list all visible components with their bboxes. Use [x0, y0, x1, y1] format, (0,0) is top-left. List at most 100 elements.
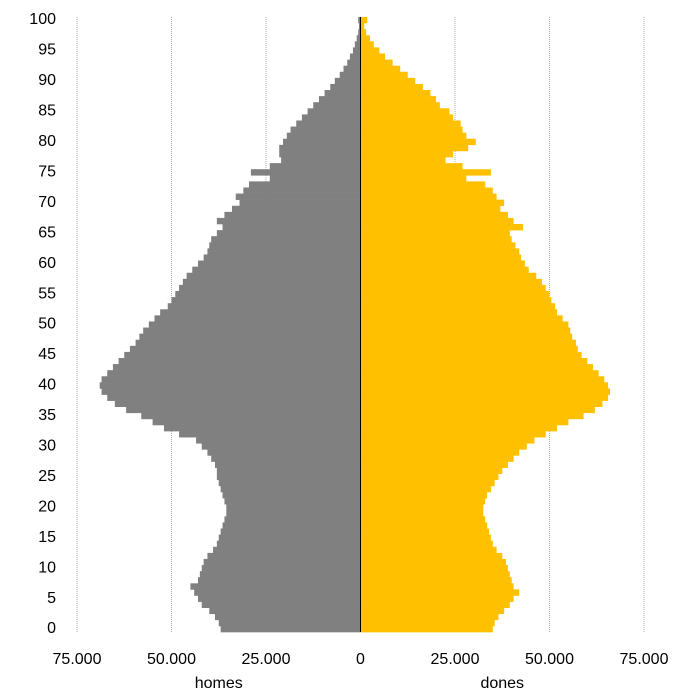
bar [360, 16, 368, 24]
bar [347, 59, 361, 66]
bar [220, 485, 361, 493]
bar [207, 248, 361, 255]
bar [360, 491, 488, 499]
bar [224, 211, 361, 219]
bar [243, 187, 361, 194]
x-tick-label: 50.000 [525, 651, 574, 668]
bar [352, 47, 361, 54]
bar [360, 345, 578, 353]
bar [107, 370, 361, 377]
bar [360, 114, 454, 121]
x-tick-label: 75.000 [620, 651, 669, 668]
y-tick-label: 85 [38, 103, 56, 120]
bar [360, 540, 493, 548]
bar [179, 431, 361, 438]
bar [269, 163, 361, 170]
bar [360, 473, 499, 481]
bar [129, 345, 361, 353]
bar [360, 601, 510, 608]
bar [301, 114, 361, 121]
bar [283, 138, 361, 146]
bar [360, 35, 370, 42]
bar [360, 193, 497, 200]
bar [196, 437, 361, 444]
bar [360, 418, 569, 426]
bar [112, 364, 361, 371]
bar [360, 382, 609, 389]
bar [216, 217, 361, 225]
x-tick-label: 50.000 [147, 651, 196, 668]
bar [222, 522, 361, 529]
bar [360, 309, 558, 316]
bar [218, 534, 361, 541]
bar [190, 583, 361, 590]
bar [360, 455, 514, 462]
y-tick-label: 75 [38, 163, 56, 180]
bar [239, 199, 361, 207]
bar [360, 577, 512, 584]
bar [360, 211, 508, 219]
bar [194, 589, 361, 596]
y-tick-label: 100 [29, 11, 56, 28]
bar [360, 498, 486, 505]
bar [201, 601, 361, 608]
y-tick-label: 20 [38, 498, 56, 515]
y-tick-label: 5 [47, 590, 56, 607]
bar [360, 351, 582, 359]
y-tick-label: 10 [38, 559, 56, 576]
bar [235, 193, 361, 200]
bar [216, 467, 361, 475]
bar [360, 144, 469, 152]
y-tick-label: 55 [38, 285, 56, 302]
bar [114, 400, 361, 408]
bar [360, 376, 605, 383]
bar [330, 83, 361, 91]
bar [360, 71, 408, 79]
bar [360, 552, 503, 560]
bar [360, 248, 520, 255]
bar [360, 370, 599, 377]
bar [154, 315, 361, 322]
bar [360, 431, 546, 438]
bar [360, 443, 527, 450]
bar [209, 607, 361, 615]
y-tick-label: 45 [38, 346, 56, 363]
bar [313, 102, 361, 109]
bar [143, 327, 361, 334]
bar [360, 522, 488, 529]
bar [360, 77, 416, 85]
bar [360, 266, 529, 274]
bar [216, 540, 361, 548]
bar [360, 467, 503, 475]
bar [360, 157, 446, 164]
bar [214, 613, 361, 621]
bar [307, 108, 361, 115]
bar [201, 565, 361, 572]
bar [360, 625, 493, 633]
bar [209, 242, 361, 249]
bar [360, 504, 484, 511]
bar [286, 132, 361, 140]
bar [281, 157, 361, 164]
bar [220, 528, 361, 535]
bar [203, 558, 361, 566]
bar [360, 284, 546, 292]
bar [360, 120, 461, 127]
bar [360, 205, 501, 213]
bar [360, 303, 556, 310]
bar [141, 412, 361, 420]
x-tick-label: 75.000 [53, 651, 102, 668]
legend-label: homes [195, 675, 243, 692]
bar [248, 181, 361, 188]
bar [324, 90, 361, 97]
bar [360, 595, 514, 602]
bar [360, 437, 535, 444]
bar [360, 102, 440, 109]
bar [360, 339, 576, 347]
bar [360, 53, 386, 60]
y-tick-label: 90 [38, 72, 56, 89]
bar [360, 558, 507, 566]
bar [360, 327, 571, 334]
bar [360, 412, 584, 420]
bar [216, 473, 361, 481]
